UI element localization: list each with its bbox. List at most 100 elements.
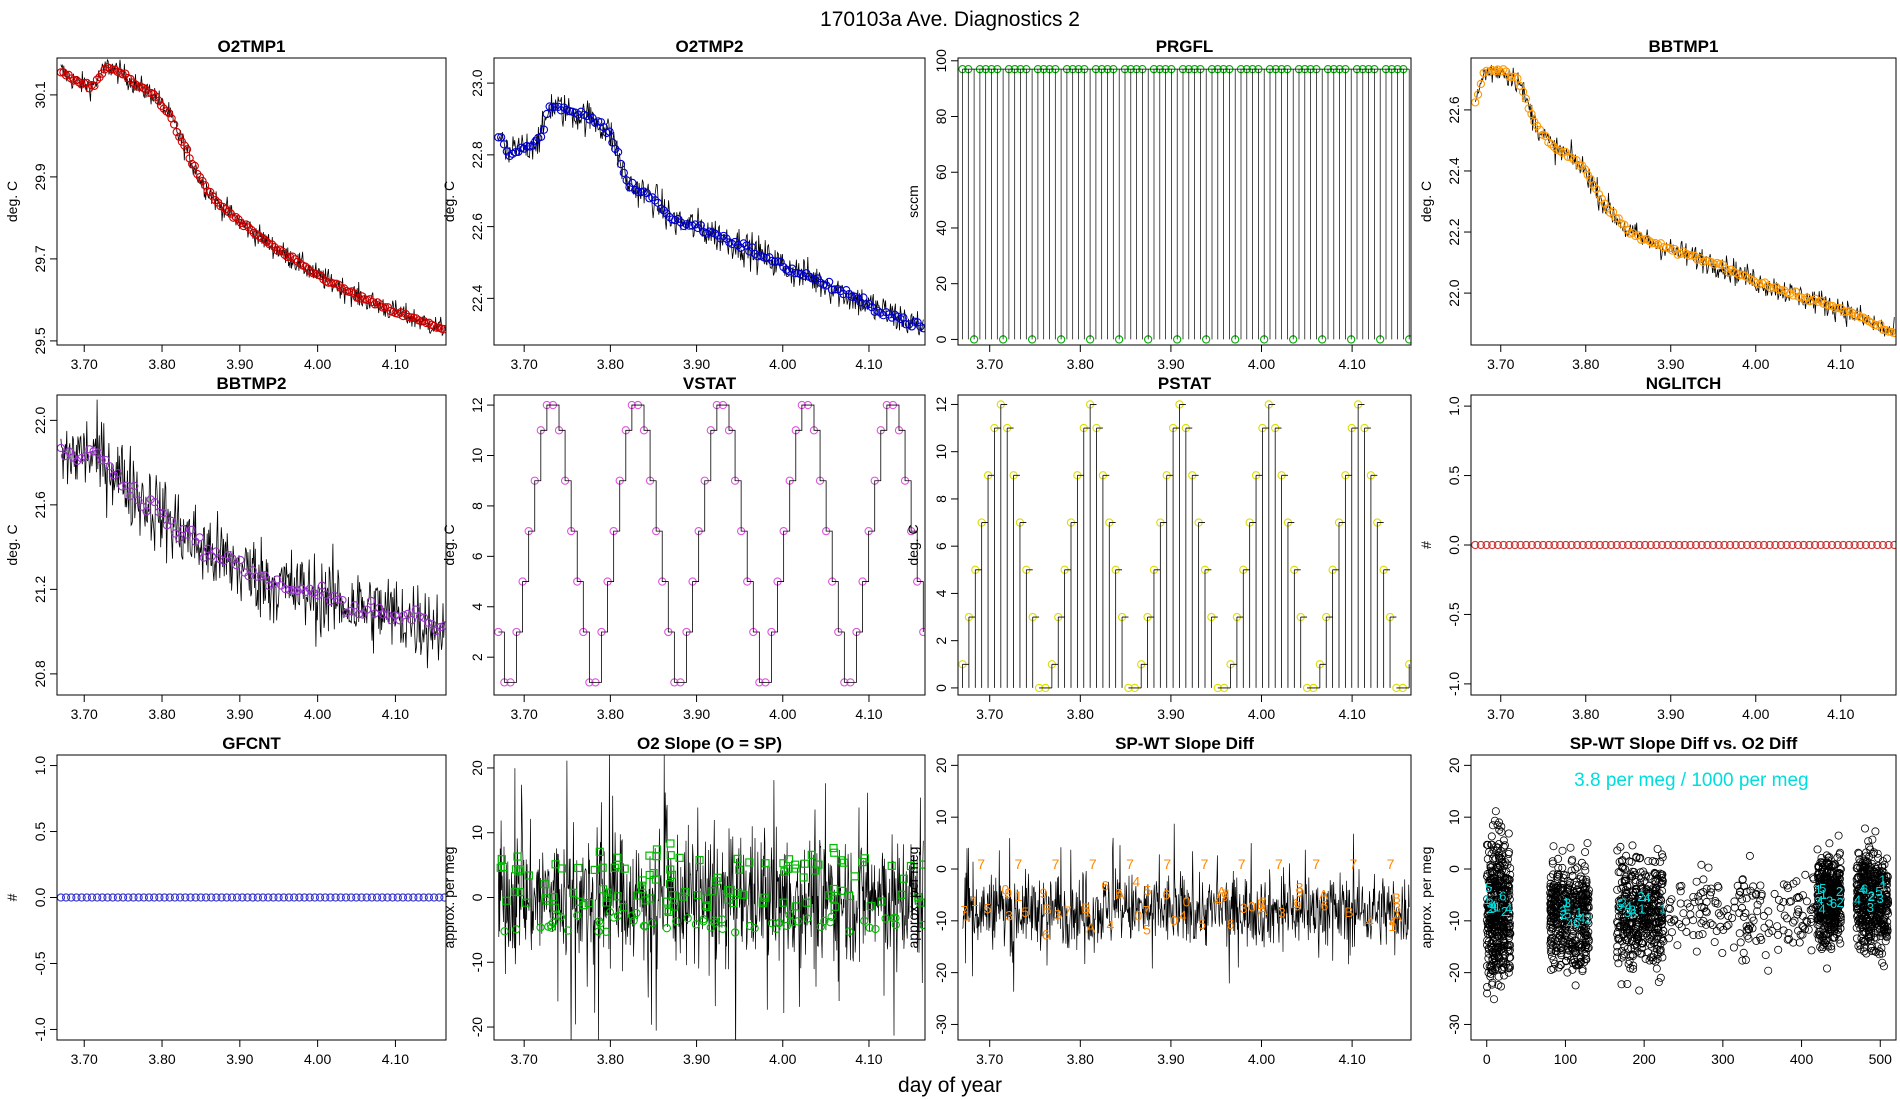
data-point: [1828, 301, 1837, 311]
data-point: [1637, 235, 1646, 244]
data-point: [1653, 845, 1662, 854]
data-point: [1724, 268, 1733, 277]
data-point: [1570, 888, 1579, 897]
data-point: [1738, 956, 1747, 965]
data-point: [1676, 899, 1685, 908]
data-point: [1558, 846, 1567, 855]
data-point: [1652, 964, 1661, 973]
data-point: [146, 495, 155, 504]
data-point: [97, 69, 107, 78]
data-point: [272, 575, 282, 584]
panel-title: BBTMP1: [1649, 37, 1719, 56]
data-point: [1644, 948, 1653, 957]
data-point: [779, 859, 788, 868]
data-point: [893, 312, 902, 321]
data-point: [228, 554, 237, 563]
data-point: [1884, 327, 1893, 336]
panel-title: O2TMP1: [217, 37, 285, 56]
data-point: [1658, 850, 1667, 859]
data-point: [1583, 839, 1592, 848]
data-label: 7: [1201, 856, 1209, 872]
data-point: [368, 297, 377, 307]
data-point: [559, 103, 569, 112]
data-point: [1720, 540, 1729, 550]
x-tick-label: 400: [1790, 1051, 1814, 1067]
data-point: [1729, 943, 1738, 952]
data-point: [1614, 959, 1623, 968]
data-point: [758, 898, 767, 908]
data-point: [1648, 239, 1657, 248]
cyan-label: 1: [1562, 895, 1569, 910]
data-point: [238, 893, 247, 902]
data-point: [563, 926, 573, 935]
data-point: [652, 845, 662, 854]
data-point: [1554, 871, 1563, 880]
data-point: [916, 898, 925, 907]
data-point: [1870, 848, 1879, 857]
data-point: [268, 580, 278, 589]
data-point: [613, 911, 623, 920]
data-point: [1620, 942, 1629, 951]
data-point: [248, 566, 257, 575]
data-point: [877, 897, 886, 906]
data-point: [598, 885, 608, 894]
data-point: [665, 879, 675, 889]
data-point: [211, 195, 220, 205]
data-point: [1878, 876, 1887, 885]
data-point: [524, 871, 533, 880]
data-point: [1853, 895, 1862, 904]
data-point: [1579, 890, 1588, 899]
data-point: [859, 293, 868, 302]
data-point: [1488, 980, 1497, 989]
data-point: [103, 893, 112, 902]
data-point: [1488, 540, 1497, 550]
data-point: [584, 898, 593, 908]
data-point: [77, 893, 86, 902]
data-point: [1577, 897, 1586, 906]
data-point: [1697, 919, 1706, 928]
data-point: [799, 873, 808, 882]
data-point: [1495, 840, 1504, 849]
plot-frame: [1470, 394, 1897, 696]
data-point: [1632, 884, 1641, 893]
data-point: [1676, 887, 1685, 896]
y-axis-label: #: [1418, 541, 1434, 549]
data-point: [1504, 968, 1513, 977]
x-tick-label: 3.80: [1067, 1051, 1094, 1067]
data-point: [1597, 194, 1606, 204]
data-point: [865, 923, 874, 932]
data-point: [792, 902, 801, 911]
data-point: [89, 447, 98, 456]
y-tick-label: 1.0: [32, 756, 48, 776]
data-point: [519, 144, 529, 153]
x-tick-label: 3.90: [1657, 356, 1684, 372]
data-point: [1864, 919, 1873, 928]
y-tick-label: 6: [469, 552, 485, 560]
data-point: [395, 616, 404, 625]
data-point: [1487, 961, 1496, 970]
data-point: [1760, 923, 1769, 932]
data-point: [1867, 947, 1876, 956]
data-point: [1502, 905, 1511, 914]
x-tick-label: 3.90: [683, 356, 710, 372]
x-tick-label: 3.80: [1067, 706, 1094, 722]
data-point: [502, 896, 511, 905]
data-point: [81, 452, 90, 461]
data-label: 4: [1132, 874, 1140, 890]
y-tick-label: 10: [469, 448, 485, 464]
data-point: [105, 462, 115, 471]
cyan-label: 2: [1619, 896, 1626, 911]
data-point: [1645, 934, 1654, 943]
y-tick-label: 20: [933, 757, 949, 773]
data-label: 7: [1275, 856, 1283, 872]
plot-area: [958, 64, 1411, 344]
y-tick-label: 22.6: [469, 213, 485, 240]
data-point: [1665, 914, 1674, 923]
data-label: 1: [1015, 888, 1023, 904]
data-point: [1507, 72, 1516, 82]
data-label: 7: [960, 903, 968, 919]
data-point: [170, 529, 180, 538]
data-point: [1829, 869, 1838, 878]
data-point: [121, 69, 130, 78]
data-point: [93, 893, 102, 902]
